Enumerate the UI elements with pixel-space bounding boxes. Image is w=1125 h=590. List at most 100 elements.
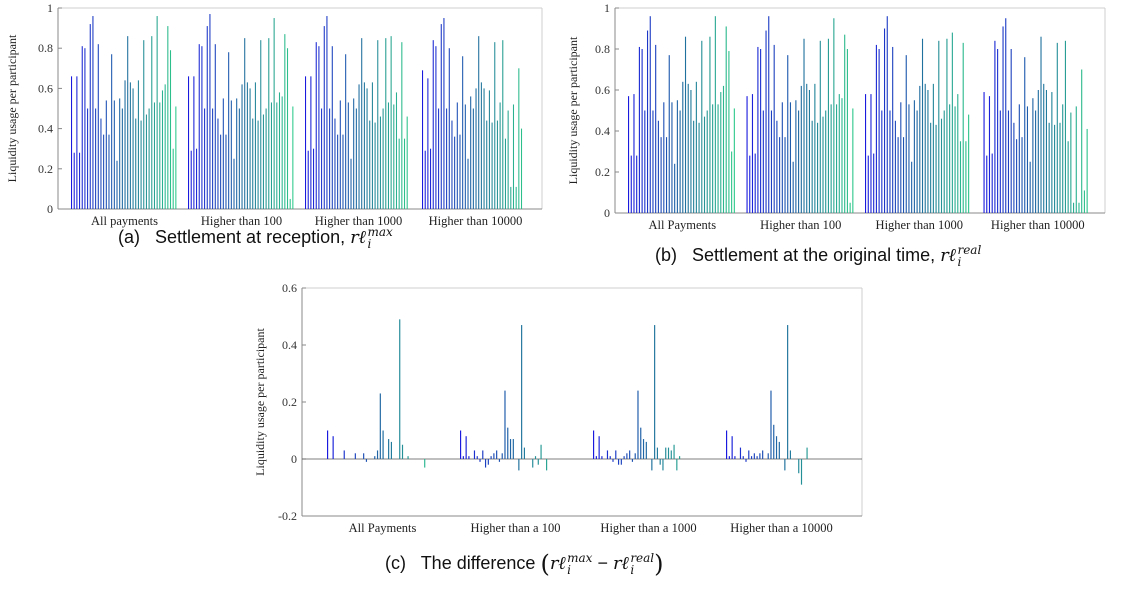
bar [103,134,105,209]
bar [488,90,490,209]
bar [278,92,281,209]
bar [270,102,272,209]
caption-c-minus: − [597,552,608,573]
bar [475,88,477,209]
bar [329,108,331,209]
bar [347,102,349,209]
bar [95,108,97,209]
y-tick-label: 1 [47,1,53,15]
bar [374,122,376,209]
caption-b-label: (b) [655,244,677,265]
bar [151,36,153,209]
bar [249,88,251,209]
bar [140,120,142,209]
bar [204,108,206,209]
bar [350,158,352,209]
y-tick-label: 0.2 [38,162,53,176]
y-tick-label: 0.6 [38,81,53,95]
bar [214,44,216,210]
caption-a-r: r [350,226,359,248]
bar [268,38,270,210]
bar [339,100,341,209]
bar [292,106,294,209]
bar [480,82,482,209]
bar [456,102,458,209]
bar [145,114,147,209]
bar [97,44,99,210]
bar [129,82,131,209]
bar [355,108,357,209]
bar [307,150,309,209]
bar [289,198,291,209]
caption-b-r: r [940,244,949,266]
caption-a: (a) Settlement at reception, rℓ max i [118,226,393,250]
bar [440,24,442,209]
caption-c-ell1: ℓ [558,552,567,574]
bar [363,82,365,209]
bar [71,76,73,209]
bar [212,108,214,209]
bar [472,108,474,209]
bar [206,26,208,210]
caption-c-sup1: max [567,551,593,565]
caption-b-text: Settlement at the original time, [692,244,936,265]
bar [393,104,395,209]
bar [262,114,264,209]
bar [209,14,211,210]
bar [395,92,398,209]
bar [238,108,240,209]
bar [403,138,406,209]
bar [236,98,238,209]
bar [448,48,450,210]
caption-a-ell: ℓ [358,226,367,248]
bar [345,54,347,210]
caption-b-sub: i [957,255,962,269]
bar [148,108,150,209]
bar [385,38,387,210]
bar [321,108,323,209]
bar [451,120,453,209]
bar [318,46,320,209]
y-axis-label: Liquidity usage per participant [5,34,19,182]
bar [483,88,485,209]
caption-b: (b) Settlement at the original time, rℓ r… [655,244,981,268]
bar [164,84,166,209]
bar [175,106,177,209]
bar [520,128,523,209]
bar [119,98,121,209]
bar [342,134,344,209]
bar [79,152,81,209]
y-tick-label: 0.8 [38,41,53,55]
bar [377,40,379,209]
bar [462,56,464,209]
bar [510,186,512,209]
bar [398,138,400,209]
bar [446,108,448,209]
bar [366,88,368,209]
bar [135,118,137,209]
caption-a-text: Settlement at reception, [155,226,346,247]
bar [260,40,262,209]
caption-c-close-paren: ) [654,550,664,578]
caption-c-sup2: real [630,551,655,565]
bar [499,102,501,209]
bar [124,80,126,209]
bar [81,46,83,209]
bar [427,78,429,209]
bar [161,90,164,209]
bar [467,158,469,209]
bar [281,96,283,209]
bar [198,44,200,210]
y-tick-label: 0 [47,202,53,216]
bar [108,134,110,209]
bar [496,120,498,209]
bar [193,76,195,209]
bar [323,26,325,210]
bar [315,42,317,209]
bar [518,68,520,209]
bar [233,158,235,209]
bar [111,54,113,210]
x-category-label: Higher than 1000 [315,214,402,228]
bar [406,116,408,209]
